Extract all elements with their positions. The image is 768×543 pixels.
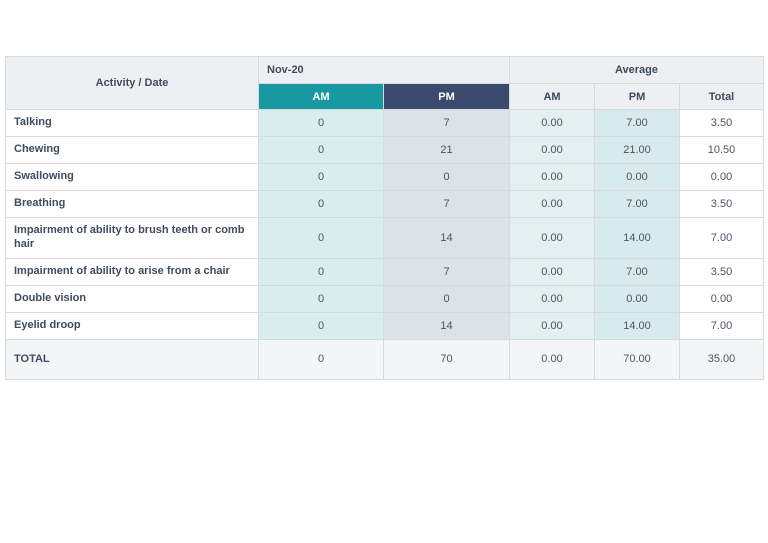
table-row: Eyelid droop 0 14 0.00 14.00 7.00 [5, 311, 765, 340]
total-avg-pm-value: 70.00 [594, 338, 680, 381]
activity-label: Chewing [5, 136, 259, 164]
avg-am-header: AM [509, 83, 595, 110]
activity-label: Eyelid droop [5, 311, 259, 340]
header-group-row: Activity / Date Nov-20 Average [5, 56, 765, 110]
nov-pm-value: 14 [383, 217, 510, 259]
total-value: 0.00 [678, 284, 765, 313]
total-value: 3.50 [678, 257, 765, 286]
nov-pm-header: PM [383, 83, 510, 110]
activity-table: Activity / Date Nov-20 Average AM PM AM … [5, 56, 765, 381]
nov-am-value: 0 [258, 190, 384, 218]
average-group-header: Average [508, 56, 765, 84]
nov-am-value: 0 [258, 163, 384, 191]
avg-am-value: 0.00 [509, 163, 595, 191]
avg-am-value: 0.00 [509, 217, 595, 259]
nov-pm-value: 7 [383, 257, 510, 286]
activity-label: Impairment of ability to brush teeth or … [5, 217, 259, 259]
total-value: 3.50 [678, 109, 765, 137]
avg-am-value: 0.00 [509, 190, 595, 218]
nov-pm-value: 0 [383, 163, 510, 191]
nov-pm-value: 21 [383, 136, 510, 164]
avg-am-value: 0.00 [509, 284, 595, 313]
table-row: Talking 0 7 0.00 7.00 3.50 [5, 109, 765, 137]
total-value: 10.50 [678, 136, 765, 164]
table-row: Impairment of ability to arise from a ch… [5, 257, 765, 286]
activity-label: Talking [5, 109, 259, 137]
total-nov-am-value: 0 [258, 338, 384, 381]
avg-pm-value: 7.00 [594, 257, 680, 286]
activity-label: Swallowing [5, 163, 259, 191]
header-sub-row: AM PM AM PM Total [6, 83, 765, 110]
avg-pm-value: 21.00 [594, 136, 680, 164]
nov-am-header: AM [258, 83, 384, 110]
total-avg-am-value: 0.00 [509, 338, 595, 381]
table-row: Chewing 0 21 0.00 21.00 10.50 [5, 136, 765, 164]
table-row: Impairment of ability to brush teeth or … [5, 217, 765, 259]
nov-am-value: 0 [258, 257, 384, 286]
activity-report: Activity / Date Nov-20 Average AM PM AM … [5, 56, 765, 381]
total-value: 3.50 [678, 190, 765, 218]
activity-label: Impairment of ability to arise from a ch… [5, 257, 259, 286]
avg-am-value: 0.00 [509, 311, 595, 340]
avg-pm-value: 14.00 [594, 217, 680, 259]
avg-pm-value: 14.00 [594, 311, 680, 340]
activity-label: Double vision [5, 284, 259, 313]
avg-am-value: 0.00 [509, 257, 595, 286]
total-value: 7.00 [678, 311, 765, 340]
nov-am-value: 0 [258, 311, 384, 340]
nov-am-value: 0 [258, 217, 384, 259]
avg-pm-value: 7.00 [594, 190, 680, 218]
total-value: 7.00 [678, 217, 765, 259]
table-row: Swallowing 0 0 0.00 0.00 0.00 [5, 163, 765, 191]
nov-am-value: 0 [258, 284, 384, 313]
nov-pm-value: 0 [383, 284, 510, 313]
avg-pm-value: 0.00 [594, 284, 680, 313]
activity-date-header: Activity / Date [5, 56, 259, 110]
activity-label: Breathing [5, 190, 259, 218]
avg-am-value: 0.00 [509, 109, 595, 137]
total-nov-pm-value: 70 [383, 338, 510, 381]
total-row: TOTAL 0 70 0.00 70.00 35.00 [5, 338, 765, 381]
nov-am-value: 0 [258, 136, 384, 164]
total-value: 0.00 [678, 163, 765, 191]
nov-pm-value: 14 [383, 311, 510, 340]
avg-am-value: 0.00 [509, 136, 595, 164]
avg-pm-value: 7.00 [594, 109, 680, 137]
nov-am-value: 0 [258, 109, 384, 137]
table-row: Breathing 0 7 0.00 7.00 3.50 [5, 190, 765, 218]
avg-total-header: Total [678, 83, 765, 110]
avg-pm-header: PM [594, 83, 680, 110]
nov-pm-value: 7 [383, 109, 510, 137]
total-label: TOTAL [5, 338, 259, 381]
nov-20-group-header: Nov-20 [258, 56, 510, 84]
avg-pm-value: 0.00 [594, 163, 680, 191]
nov-pm-value: 7 [383, 190, 510, 218]
table-row: Double vision 0 0 0.00 0.00 0.00 [5, 284, 765, 313]
total-total-value: 35.00 [678, 338, 765, 381]
